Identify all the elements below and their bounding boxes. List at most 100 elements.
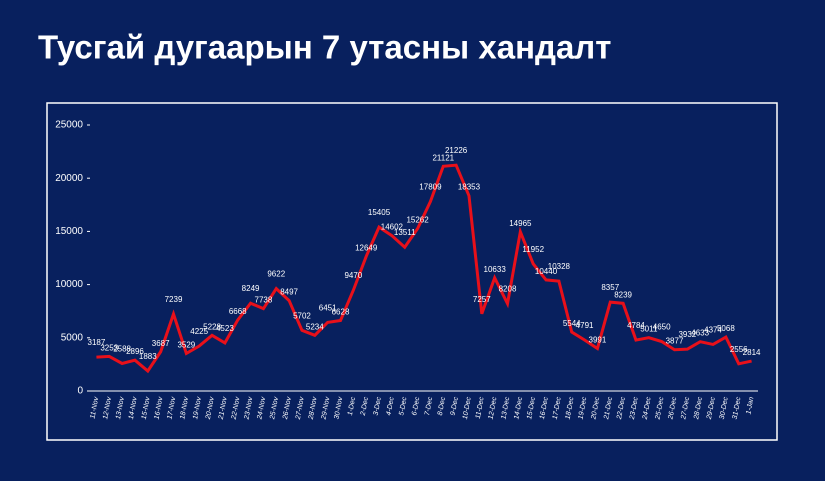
data-label: 14602 [381,223,404,232]
x-tick-label: 30-Nov [333,396,344,420]
x-tick-label: 4-Dec [386,396,396,416]
x-tick-label: 28-Nov [308,396,319,421]
x-tick-label: 20-Nov [205,396,216,421]
slide-title: Тусгай дугаарын 7 утасны хандалт [38,29,611,66]
x-tick-label: 19-Dec [578,396,589,420]
data-label: 5228 [203,322,221,331]
data-label: 2588 [113,344,131,353]
x-tick-label: 11-Nov [89,396,100,419]
data-label: 6451 [319,303,337,312]
y-tick-label: 25000 [55,120,83,131]
x-tick-label: 1-Dec [347,396,357,416]
data-label: 4225 [190,327,208,336]
x-tick-label: 18-Nov [179,396,190,420]
data-label: 3253 [100,343,118,352]
x-tick-label: 9-Dec [450,396,460,416]
data-label: 7257 [473,295,491,304]
x-tick-label: 25-Dec [654,396,665,421]
x-tick-label: 15-Dec [526,396,537,420]
data-label: 3877 [666,337,684,346]
data-label: 10328 [548,262,571,271]
data-label: 12649 [355,243,378,252]
x-tick-label: 13-Dec [500,396,511,420]
data-line [96,163,752,374]
data-label: 7738 [255,296,273,305]
data-label: 3991 [589,336,607,345]
x-tick-label: 27-Nov [295,396,306,421]
data-label: 4791 [576,321,594,330]
data-label: 18353 [458,183,481,192]
data-label: 15405 [368,208,391,217]
x-tick-label: 12-Dec [488,396,499,420]
y-tick-label: 5000 [61,332,84,343]
x-tick-label: 29-Dec [706,396,717,421]
x-tick-label: 6-Dec [411,396,421,416]
x-tick-label: 24-Dec [642,396,653,421]
data-label: 11952 [522,245,544,254]
x-tick-label: 28-Dec [693,396,704,421]
x-tick-label: 16-Dec [539,396,550,420]
y-tick-label: 0 [77,386,83,397]
x-tick-label: 25-Nov [269,396,280,421]
data-label: 4374 [704,325,722,334]
data-label: 21226 [445,146,468,155]
x-tick-label: 10-Dec [462,396,473,420]
data-label: 5068 [717,324,735,333]
data-label: 4650 [653,323,671,332]
x-tick-label: 2-Dec [360,396,370,417]
x-tick-label: 3-Dec [373,396,383,416]
data-label: 21121 [432,153,454,162]
x-tick-label: 27-Dec [680,396,691,421]
x-tick-label: 21-Nov [218,396,229,421]
x-tick-label: 22-Dec [616,396,627,421]
data-label: 3932 [678,330,696,339]
x-tick-label: 22-Nov [231,396,242,421]
data-label: 2556 [730,345,748,354]
data-label: 8357 [601,283,619,292]
x-tick-label: 14-Nov [128,396,139,420]
data-label: 7239 [165,295,183,304]
x-tick-label: 15-Nov [141,396,152,420]
y-tick-label: 10000 [55,279,83,290]
data-label: 2814 [743,348,761,357]
data-label: 3187 [88,338,106,347]
x-tick-label: 8-Dec [437,396,447,416]
x-tick-label: 30-Dec [719,396,730,420]
data-label: 13511 [394,228,416,237]
data-label: 8497 [280,288,298,297]
x-tick-label: 26-Dec [667,396,678,421]
x-tick-label: 29-Nov [320,396,331,421]
x-tick-label: 17-Dec [552,396,563,420]
data-label: 10440 [535,267,558,276]
x-tick-label: 20-Dec [590,396,601,421]
data-label: 14965 [509,219,532,228]
x-tick-label: 14-Dec [513,396,524,420]
data-label: 5011 [640,325,658,334]
x-tick-label: 23-Dec [629,396,640,421]
data-label: 8249 [242,284,260,293]
data-label: 9470 [344,271,362,280]
data-label: 4633 [691,329,709,338]
data-label: 5544 [563,319,581,328]
x-tick-label: 17-Nov [166,396,177,420]
y-tick-label: 20000 [55,173,83,184]
x-tick-label: 24-Nov [256,396,267,421]
data-label: 1883 [139,352,157,361]
chart-frame [46,102,778,441]
data-label: 17809 [419,183,442,192]
x-tick-label: 19-Nov [192,396,203,420]
x-tick-label: 21-Dec [603,396,614,421]
x-tick-label: 12-Nov [102,396,113,420]
x-tick-label: 18-Dec [565,396,576,420]
data-label: 9622 [267,270,285,279]
x-tick-label: 23-Nov [243,396,254,421]
x-tick-label: 31-Dec [732,396,743,420]
data-label: 10633 [484,265,507,274]
data-label: 2896 [126,347,144,356]
x-tick-label: 7-Dec [424,396,434,416]
x-tick-label: 26-Nov [282,396,293,421]
data-label: 5702 [293,311,311,320]
data-label: 4523 [216,324,234,333]
data-label: 3529 [177,340,195,349]
